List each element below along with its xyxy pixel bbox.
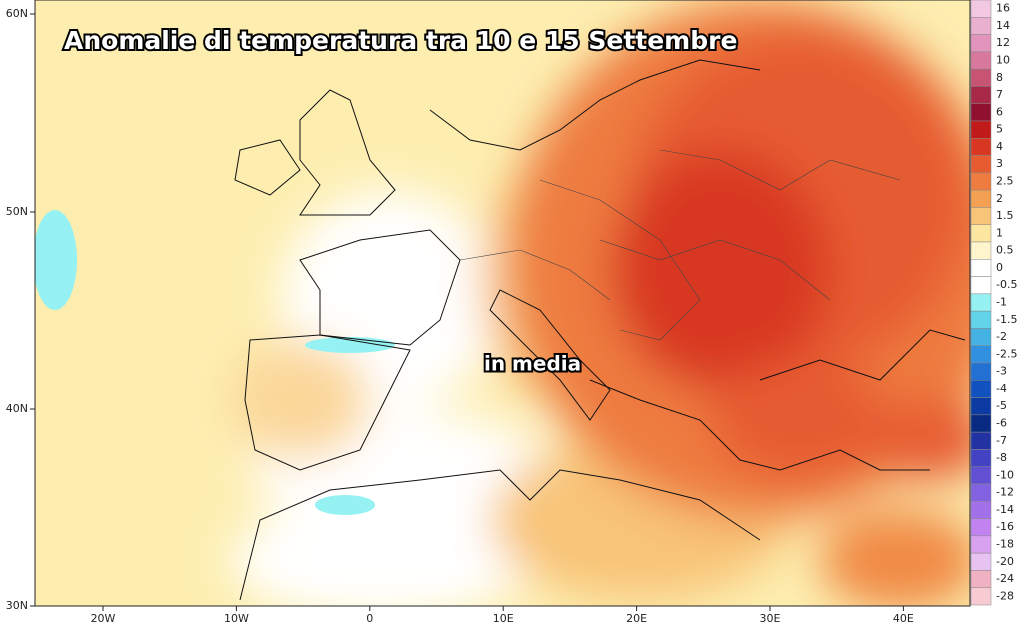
map-title: Anomalie di temperatura tra 10 e 15 Sett… (64, 26, 737, 55)
legend-label: -5 (996, 399, 1007, 412)
legend-swatch (970, 138, 992, 156)
lon-label: 20E (626, 612, 647, 625)
legend-label: 1.5 (996, 209, 1014, 222)
legend-swatch (970, 587, 992, 606)
legend-label: -4 (996, 382, 1007, 395)
legend-swatch (970, 293, 992, 312)
legend-swatch (970, 103, 992, 122)
legend-label: 14 (996, 19, 1010, 32)
legend-swatch (970, 155, 992, 174)
legend-label: 2.5 (996, 175, 1014, 188)
legend-swatch (970, 207, 992, 225)
legend-swatch (970, 68, 992, 87)
legend-label: 0.5 (996, 244, 1014, 257)
lat-label: 30N (6, 599, 28, 612)
legend-swatch (970, 241, 992, 260)
legend-label: -8 (996, 451, 1007, 464)
legend-label: -14 (996, 503, 1014, 516)
legend-label: 8 (996, 71, 1003, 84)
legend-label: 16 (996, 2, 1010, 15)
legend-swatch (970, 414, 992, 433)
legend-label: 3 (996, 157, 1003, 170)
lon-label: 10W (224, 612, 249, 625)
legend-label: -2 (996, 330, 1007, 343)
legend-label: -24 (996, 572, 1014, 585)
legend-swatch (970, 397, 992, 416)
lat-label: 60N (6, 7, 28, 20)
legend-swatch (970, 276, 992, 295)
legend-swatch (970, 189, 992, 208)
legend-label: 0 (996, 261, 1003, 274)
legend-swatch (970, 518, 992, 537)
legend-label: 7 (996, 88, 1003, 101)
anomaly-field (35, 0, 970, 606)
legend-label: -10 (996, 468, 1014, 481)
lon-label: 30E (760, 612, 781, 625)
annotation: in media (484, 352, 581, 376)
legend-label: -1.5 (996, 313, 1017, 326)
legend-swatch (970, 501, 992, 519)
legend-swatch (970, 0, 992, 18)
axes: 60N 50N 40N 30N 20W 10W 0 10E 20E 30E 40E (6, 7, 914, 625)
legend-swatch (970, 328, 992, 346)
legend-label: -28 (996, 589, 1014, 602)
legend-label: -6 (996, 417, 1007, 430)
legend-label: -1 (996, 296, 1007, 309)
lon-label: 10E (493, 612, 514, 625)
legend-swatch (970, 224, 992, 243)
legend-label: -2.5 (996, 347, 1017, 360)
legend-swatch (970, 431, 992, 450)
legend-swatch (970, 259, 992, 277)
legend-swatch (970, 172, 992, 191)
legend-label: -16 (996, 520, 1014, 533)
legend-swatch (970, 120, 992, 139)
color-legend: 16 14 12 10 8 7 6 5 4 3 2.5 2 1.5 1 0.5 0 -0.5 -1 -1.5 -2 -2… (970, 0, 1017, 606)
legend-swatch (970, 483, 992, 502)
legend-label: 12 (996, 36, 1010, 49)
legend-label: -12 (996, 486, 1014, 499)
lat-label: 50N (6, 205, 28, 218)
legend-label: -20 (996, 555, 1014, 568)
legend-label: 5 (996, 123, 1003, 136)
legend-swatch (970, 310, 992, 329)
legend-label: 6 (996, 105, 1003, 118)
legend-label: -0.5 (996, 278, 1017, 291)
legend-swatch (970, 51, 992, 70)
lon-label: 0 (366, 612, 373, 625)
legend-swatch (970, 552, 992, 571)
legend-swatch (970, 86, 992, 104)
legend-swatch (970, 466, 992, 485)
legend-label: 10 (996, 54, 1010, 67)
map-frame (34, 0, 971, 607)
legend-swatch (970, 34, 992, 53)
legend-swatch (970, 570, 992, 588)
legend-swatch (970, 380, 992, 398)
legend-label: -18 (996, 538, 1014, 551)
legend-swatch (970, 535, 992, 554)
lat-label: 40N (6, 402, 28, 415)
legend-swatch (970, 17, 992, 35)
legend-label: 1 (996, 226, 1003, 239)
lon-label: 40E (893, 612, 914, 625)
legend-label: 2 (996, 192, 1003, 205)
legend-label: -7 (996, 434, 1007, 447)
legend-swatch (970, 362, 992, 381)
legend-swatch (970, 345, 992, 364)
lon-label: 20W (91, 612, 116, 625)
legend-label: -3 (996, 365, 1007, 378)
legend-swatch (970, 449, 992, 467)
legend-label: 4 (996, 140, 1003, 153)
